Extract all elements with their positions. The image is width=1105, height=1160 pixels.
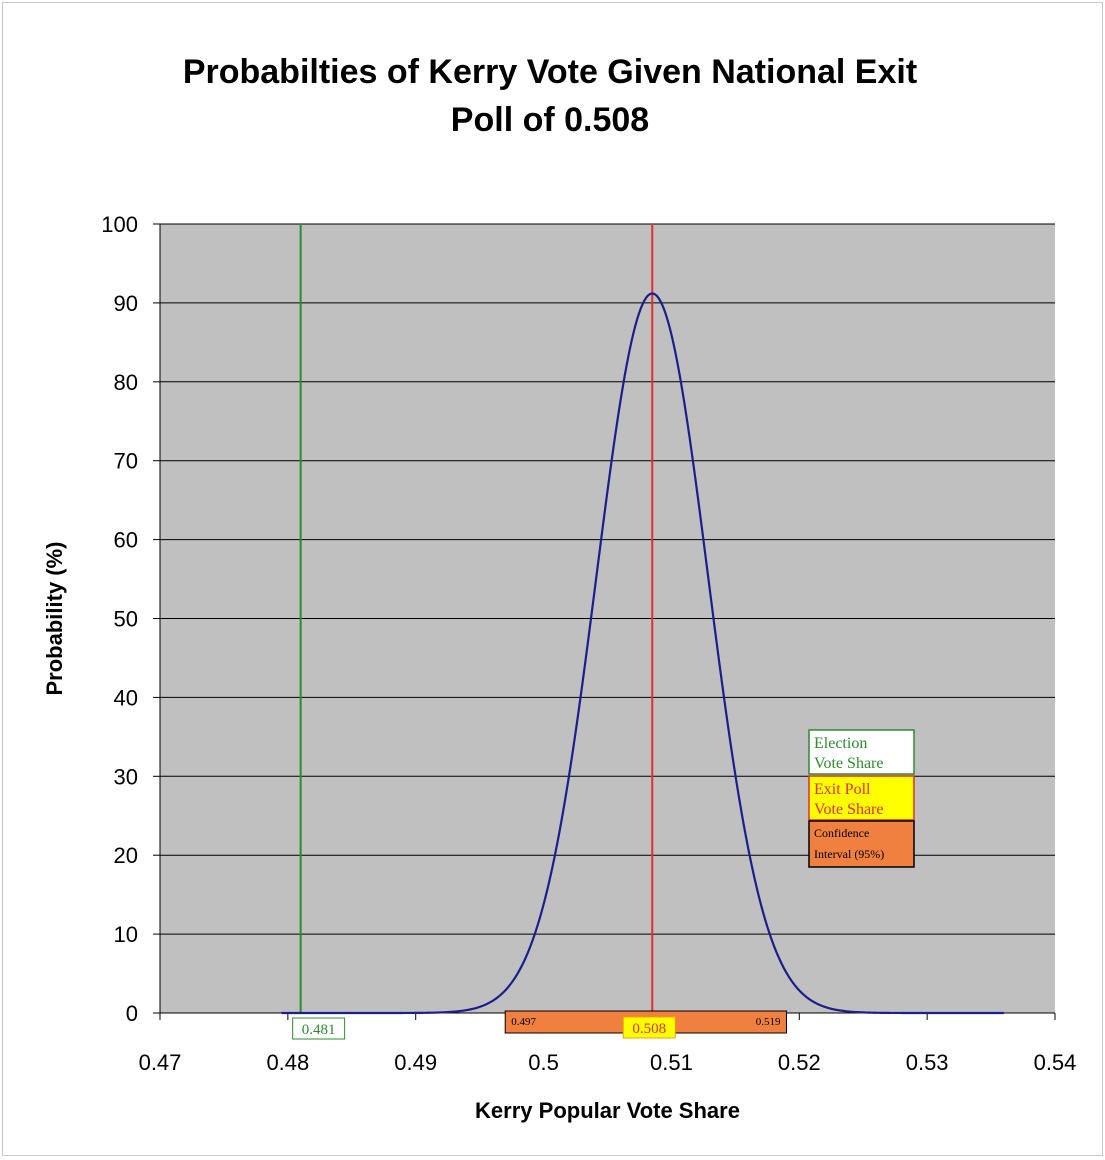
y-tick-label: 0 xyxy=(126,1001,138,1026)
x-tick-label: 0.54 xyxy=(1034,1050,1077,1075)
exit-poll-label-box xyxy=(622,1016,676,1039)
exit-poll-label: 0.508 xyxy=(632,1021,666,1037)
legend-label-line1: Election xyxy=(814,735,867,752)
legend-swatch xyxy=(808,729,915,775)
x-tick-label: 0.48 xyxy=(266,1050,309,1075)
y-tick-label: 60 xyxy=(114,528,138,553)
x-tick-label: 0.51 xyxy=(650,1050,693,1075)
legend-entry: Exit Poll Vote Share xyxy=(808,775,915,821)
legend-label-line2: Vote Share xyxy=(814,755,883,772)
legend-entry: Election Vote Share xyxy=(808,729,915,775)
x-tick-label: 0.47 xyxy=(139,1050,182,1075)
interval-low-label: 0.497 xyxy=(511,1016,536,1028)
x-tick-label: 0.53 xyxy=(906,1050,949,1075)
y-tick-label: 40 xyxy=(114,685,138,710)
legend-label-line2: Vote Share xyxy=(814,801,883,818)
y-tick-label: 100 xyxy=(101,212,138,237)
y-tick-label: 90 xyxy=(114,291,138,316)
x-tick-label: 0.52 xyxy=(778,1050,821,1075)
probability-curve xyxy=(281,292,1004,1015)
y-tick-label: 70 xyxy=(114,449,138,474)
x-axis-label: Kerry Popular Vote Share xyxy=(475,1098,740,1123)
legend-label-line1: Exit Poll xyxy=(814,781,871,798)
x-tick-label: 0.49 xyxy=(394,1050,437,1075)
y-tick-label: 20 xyxy=(114,843,138,868)
election-share-label-box xyxy=(292,1017,346,1040)
legend-entry: Confidence Interval (95%) xyxy=(808,820,915,868)
y-tick-label: 50 xyxy=(114,607,138,632)
legend-label-line1: Confidence xyxy=(814,826,869,840)
x-tick-label: 0.5 xyxy=(528,1050,559,1075)
y-tick-label: 10 xyxy=(114,922,138,947)
legend-label-line2: Interval (95%) xyxy=(814,847,884,861)
y-axis-label: Probability (%) xyxy=(42,541,67,695)
legend-swatch xyxy=(808,775,915,821)
chart-title: Probabilties of Kerry Vote Given Nationa… xyxy=(182,53,918,91)
election-share-label: 0.481 xyxy=(302,1022,336,1038)
interval-high-label: 0.519 xyxy=(756,1016,781,1028)
y-tick-label: 30 xyxy=(114,764,138,789)
legend-swatch xyxy=(808,820,915,868)
chart-subtitle: Poll of 0.508 xyxy=(450,101,650,139)
y-tick-label: 80 xyxy=(114,370,138,395)
